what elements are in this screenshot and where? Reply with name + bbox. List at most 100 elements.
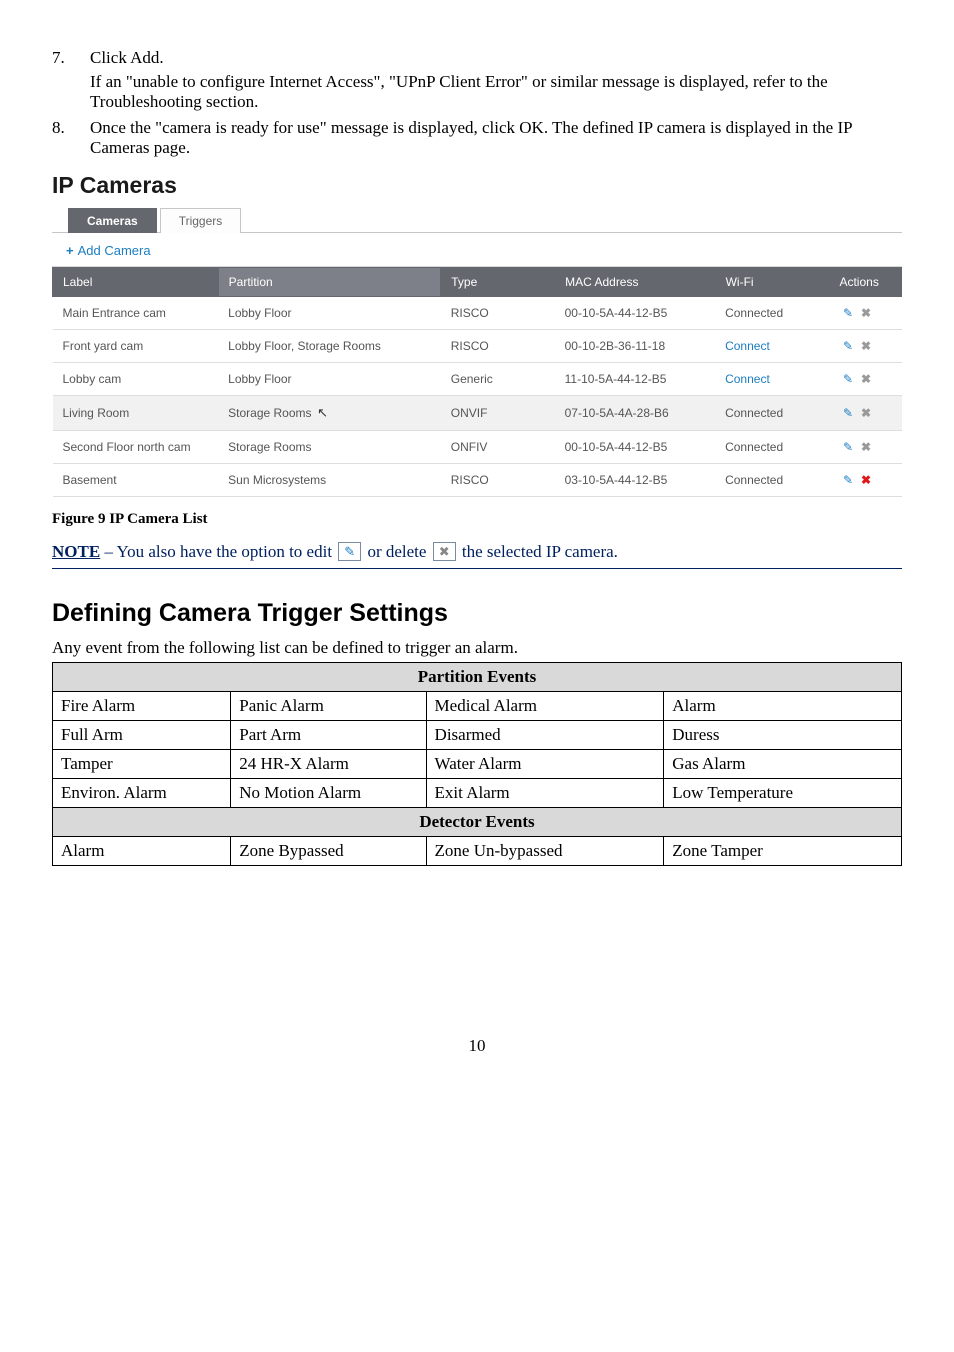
- note-text-after: the selected IP camera.: [458, 542, 618, 561]
- step-body: Click Add. If an "unable to configure In…: [90, 48, 902, 112]
- trigger-settings-heading: Defining Camera Trigger Settings: [52, 599, 902, 628]
- delete-icon[interactable]: ✖: [859, 406, 873, 420]
- col-label: Label: [53, 268, 219, 297]
- events-cell: Tamper: [53, 750, 231, 779]
- edit-icon[interactable]: ✎: [841, 406, 855, 420]
- cell-partition: Lobby Floor, Storage Rooms: [218, 330, 441, 363]
- cell-type: ONVIF: [441, 396, 555, 431]
- events-cell: Water Alarm: [426, 750, 664, 779]
- delete-icon[interactable]: ✖: [859, 473, 873, 487]
- events-cell: Medical Alarm: [426, 692, 664, 721]
- events-section-label: Detector Events: [53, 808, 902, 837]
- events-cell: Gas Alarm: [664, 750, 902, 779]
- cell-mac: 00-10-5A-44-12-B5: [555, 431, 715, 464]
- cell-mac: 03-10-5A-44-12-B5: [555, 464, 715, 497]
- table-row[interactable]: Main Entrance camLobby FloorRISCO00-10-5…: [53, 297, 902, 330]
- events-table: Partition EventsFire AlarmPanic AlarmMed…: [52, 662, 902, 866]
- events-cell: Full Arm: [53, 721, 231, 750]
- cell-actions: ✎✖: [829, 396, 902, 431]
- cell-mac: 00-10-5A-44-12-B5: [555, 297, 715, 330]
- note-label: NOTE: [52, 542, 100, 561]
- cursor-icon: ↖: [314, 405, 329, 420]
- figure-caption: Figure 9 IP Camera List: [52, 511, 902, 528]
- cell-wifi: Connected: [715, 297, 829, 330]
- cell-actions: ✎✖: [829, 431, 902, 464]
- edit-icon[interactable]: ✎: [841, 440, 855, 454]
- col-mac: MAC Address: [555, 268, 715, 297]
- events-cell: Duress: [664, 721, 902, 750]
- table-row[interactable]: BasementSun MicrosystemsRISCO03-10-5A-44…: [53, 464, 902, 497]
- cell-partition: Storage Rooms: [218, 431, 441, 464]
- cell-type: Generic: [441, 363, 555, 396]
- instruction-steps: 7. Click Add. If an "unable to configure…: [52, 48, 902, 158]
- table-row[interactable]: Lobby camLobby FloorGeneric11-10-5A-44-1…: [53, 363, 902, 396]
- edit-icon[interactable]: ✎: [841, 339, 855, 353]
- cell-mac: 11-10-5A-44-12-B5: [555, 363, 715, 396]
- cell-wifi[interactable]: Connect: [715, 330, 829, 363]
- col-type: Type: [441, 268, 555, 297]
- step-marker: 7.: [52, 48, 90, 112]
- events-row: Environ. AlarmNo Motion AlarmExit AlarmL…: [53, 779, 902, 808]
- cameras-tab-strip: Cameras Triggers: [52, 207, 902, 233]
- events-section-row: Partition Events: [53, 663, 902, 692]
- cell-partition: Storage Rooms ↖: [218, 396, 441, 431]
- cell-type: RISCO: [441, 297, 555, 330]
- delete-icon[interactable]: ✖: [859, 440, 873, 454]
- cell-wifi: Connected: [715, 464, 829, 497]
- step-line: Click Add.: [90, 48, 902, 68]
- events-cell: Alarm: [664, 692, 902, 721]
- table-row[interactable]: Front yard camLobby Floor, Storage Rooms…: [53, 330, 902, 363]
- cell-label: Front yard cam: [53, 330, 219, 363]
- events-row: Tamper24 HR-X AlarmWater AlarmGas Alarm: [53, 750, 902, 779]
- col-actions: Actions: [829, 268, 902, 297]
- cell-label: Second Floor north cam: [53, 431, 219, 464]
- edit-icon[interactable]: ✎: [841, 372, 855, 386]
- cell-actions: ✎✖: [829, 330, 902, 363]
- cell-mac: 07-10-5A-4A-28-B6: [555, 396, 715, 431]
- events-row: Fire AlarmPanic AlarmMedical AlarmAlarm: [53, 692, 902, 721]
- page-number: 10: [52, 1036, 902, 1056]
- delete-icon[interactable]: ✖: [859, 339, 873, 353]
- cell-mac: 00-10-2B-36-11-18: [555, 330, 715, 363]
- tab-cameras[interactable]: Cameras: [68, 208, 157, 233]
- edit-icon[interactable]: ✎: [841, 306, 855, 320]
- events-cell: Zone Tamper: [664, 837, 902, 866]
- step-7: 7. Click Add. If an "unable to configure…: [52, 48, 902, 112]
- events-cell: 24 HR-X Alarm: [231, 750, 426, 779]
- col-wifi: Wi-Fi: [715, 268, 829, 297]
- add-camera-button[interactable]: +Add Camera: [52, 233, 902, 267]
- cell-partition: Lobby Floor: [218, 363, 441, 396]
- cell-wifi[interactable]: Connect: [715, 363, 829, 396]
- cell-actions: ✎✖: [829, 464, 902, 497]
- delete-icon[interactable]: ✖: [859, 306, 873, 320]
- events-section-row: Detector Events: [53, 808, 902, 837]
- events-cell: Zone Un-bypassed: [426, 837, 664, 866]
- events-cell: No Motion Alarm: [231, 779, 426, 808]
- tab-triggers[interactable]: Triggers: [160, 208, 242, 233]
- events-cell: Zone Bypassed: [231, 837, 426, 866]
- plus-icon: +: [66, 243, 74, 258]
- events-cell: Fire Alarm: [53, 692, 231, 721]
- cell-actions: ✎✖: [829, 297, 902, 330]
- ip-cameras-table: Label Partition Type MAC Address Wi-Fi A…: [52, 267, 902, 497]
- table-row[interactable]: Living RoomStorage Rooms ↖ONVIF07-10-5A-…: [53, 396, 902, 431]
- trigger-settings-intro: Any event from the following list can be…: [52, 638, 902, 658]
- table-row[interactable]: Second Floor north camStorage RoomsONFIV…: [53, 431, 902, 464]
- events-cell: Exit Alarm: [426, 779, 664, 808]
- edit-icon[interactable]: ✎: [841, 473, 855, 487]
- cell-label: Basement: [53, 464, 219, 497]
- cell-wifi: Connected: [715, 396, 829, 431]
- step-line: If an "unable to configure Internet Acce…: [90, 72, 902, 112]
- cell-type: RISCO: [441, 464, 555, 497]
- cell-label: Main Entrance cam: [53, 297, 219, 330]
- note-text-mid: or delete: [363, 542, 431, 561]
- table-header-row: Label Partition Type MAC Address Wi-Fi A…: [53, 268, 902, 297]
- cell-type: RISCO: [441, 330, 555, 363]
- note-text-before: – You also have the option to edit: [100, 542, 336, 561]
- cell-label: Living Room: [53, 396, 219, 431]
- events-section-label: Partition Events: [53, 663, 902, 692]
- events-cell: Panic Alarm: [231, 692, 426, 721]
- cell-label: Lobby cam: [53, 363, 219, 396]
- delete-icon[interactable]: ✖: [859, 372, 873, 386]
- step-line: Once the "camera is ready for use" messa…: [90, 118, 902, 158]
